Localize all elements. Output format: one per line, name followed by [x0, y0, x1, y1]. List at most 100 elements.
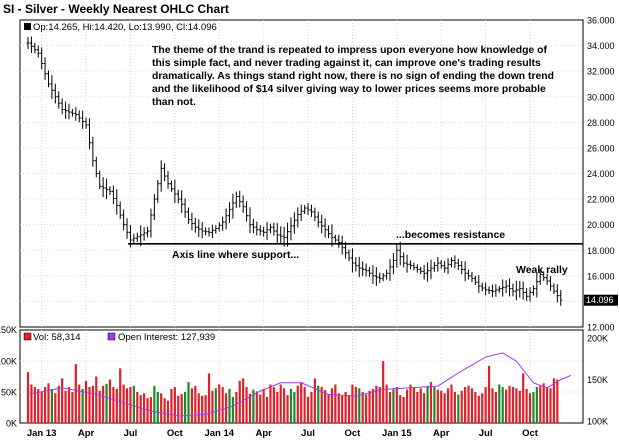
ohlc-bar	[344, 241, 348, 259]
date-tick-label: Oct	[167, 428, 184, 439]
volume-bar	[160, 393, 163, 423]
volume-bar	[477, 395, 480, 423]
ohlc-bar	[443, 260, 447, 273]
ohlc-bar	[436, 256, 440, 272]
low-value: Lo:13.990,	[129, 22, 174, 33]
ohlc-bar	[142, 227, 146, 241]
ohlc-bar	[46, 70, 50, 88]
ohlc-bar	[432, 261, 436, 272]
ohlc-bar	[525, 287, 529, 301]
ohlc-bar	[494, 284, 498, 297]
volume-bar	[197, 393, 200, 423]
volume-bar	[235, 392, 238, 423]
price-tick-label: 16.000	[587, 271, 615, 281]
ohlc-bar	[415, 264, 419, 273]
ohlc-bar	[559, 289, 563, 306]
volume-bar	[221, 387, 224, 423]
volume-bar	[30, 384, 33, 423]
ohlc-bar	[388, 259, 392, 281]
volume-bar	[460, 390, 463, 423]
volume-bar	[300, 382, 303, 423]
volume-bar	[378, 387, 381, 423]
ohlc-bar	[132, 233, 136, 245]
ohlc-bar	[166, 170, 170, 189]
open-interest-tick-label: 200K	[587, 334, 608, 344]
last-price-badge: 14.096	[584, 294, 618, 306]
ohlc-bar	[169, 180, 173, 193]
price-tick-label: 26.000	[587, 143, 615, 153]
volume-bar	[498, 384, 501, 423]
volume-bar	[183, 392, 187, 423]
ohlc-bar	[289, 217, 293, 241]
ohlc-bar	[449, 257, 453, 268]
volume-bar	[457, 394, 460, 423]
ohlc-bar	[33, 42, 37, 54]
volume-bar	[156, 392, 159, 423]
ohlc-bar	[197, 219, 201, 238]
ohlc-bar	[224, 208, 228, 230]
ohlc-bar	[463, 261, 467, 282]
volume-axis: 150K 100K 50K 0K 200K 150K 100K	[0, 325, 608, 429]
volume-bar	[115, 388, 118, 423]
ohlc-bar	[402, 252, 406, 268]
svg-text:Op:14.265, Hi:14.420,: Op:14.265, Hi:14.420, Lo:13.990, Cl:14.0…	[33, 22, 217, 33]
volume-bar	[371, 388, 375, 423]
ohlc-bar	[118, 201, 122, 220]
volume-bar	[484, 387, 487, 423]
ohlc-bar	[490, 284, 494, 298]
ohlc-bar	[508, 278, 512, 297]
ohlc-bar	[364, 263, 368, 277]
volume-bar	[112, 387, 115, 423]
ohlc-bar	[528, 287, 532, 302]
volume-bar	[556, 379, 559, 423]
ohlc-bar	[286, 222, 290, 247]
volume-bar	[395, 387, 398, 423]
date-tick-label: Jul	[479, 428, 493, 439]
volume-bar	[187, 382, 190, 423]
ohlc-bar	[98, 170, 102, 190]
volume-bar	[416, 392, 419, 423]
ohlc-bar	[487, 286, 491, 294]
ohlc-bar	[139, 225, 143, 247]
ohlc-bar	[477, 275, 481, 294]
ohlc-bar	[408, 260, 412, 270]
ohlc-bar	[405, 254, 409, 273]
volume-bar	[522, 373, 525, 423]
volume-bar	[262, 388, 265, 423]
volume-bar	[283, 388, 286, 423]
ohlc-bar	[40, 47, 44, 70]
volume-bar	[545, 387, 549, 423]
price-tick-label: 28.000	[587, 118, 615, 128]
ohlc-bar	[77, 110, 81, 123]
ohlc-bar	[313, 207, 317, 222]
volume-bar	[470, 388, 474, 423]
volume-bar	[139, 395, 142, 423]
ohlc-bar	[299, 204, 303, 221]
volume-bar	[71, 392, 74, 423]
volume-bar	[57, 385, 60, 423]
volume-bar	[98, 390, 101, 423]
volume-bar	[501, 387, 504, 423]
ohlc-bar	[511, 283, 515, 297]
ohlc-bar	[217, 222, 221, 232]
ohlc-bar	[545, 273, 549, 285]
ohlc-bar	[108, 186, 112, 195]
ohlc-bar	[60, 98, 64, 115]
volume-bar	[269, 384, 272, 423]
volume-bar	[375, 385, 378, 423]
ohlc-bar	[43, 57, 47, 80]
volume-bar	[149, 396, 153, 423]
open-interest-path	[27, 352, 572, 417]
volume-bar	[102, 385, 105, 423]
ohlc-bar	[36, 45, 40, 58]
ohlc-bar	[53, 83, 57, 104]
volume-bar	[368, 390, 371, 423]
volume-bar	[446, 388, 450, 423]
volume-bar	[539, 385, 542, 423]
ohlc-bar	[255, 221, 259, 236]
ohlc-bar	[91, 136, 95, 167]
volume-bar	[173, 387, 176, 423]
volume-bar	[467, 385, 470, 423]
ohlc-bar	[497, 285, 501, 293]
volume-bar	[324, 390, 327, 423]
